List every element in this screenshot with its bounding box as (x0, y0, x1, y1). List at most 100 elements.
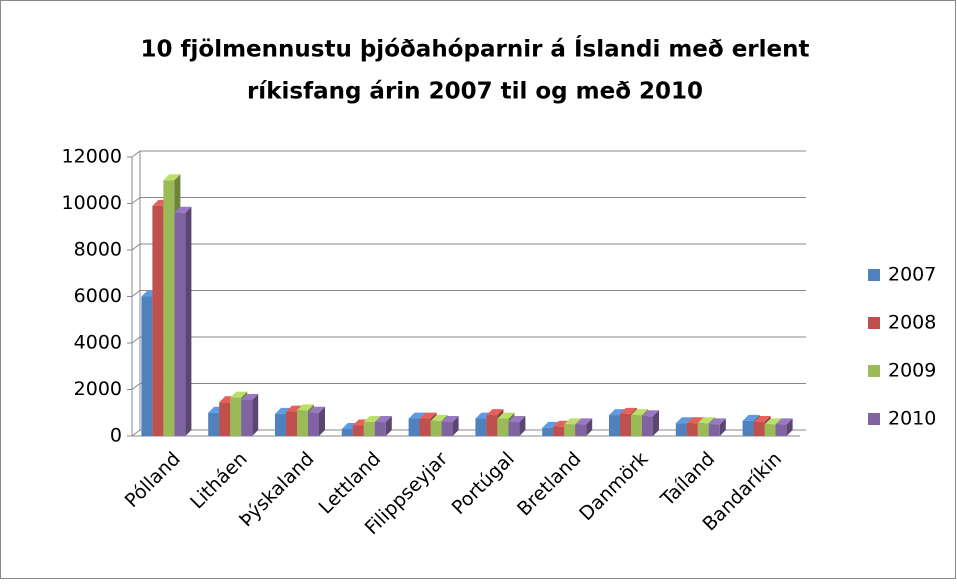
bar-top (174, 206, 192, 213)
legend-label: 2008 (888, 312, 936, 334)
bar-front (174, 212, 186, 436)
bar-top (508, 416, 526, 423)
bar-front (620, 413, 631, 436)
grid-line (131, 336, 141, 344)
bar-top (374, 416, 392, 423)
bar-top (609, 409, 626, 416)
grid-line (131, 197, 141, 204)
bar-front (352, 425, 364, 436)
bar-top (486, 409, 504, 416)
bar-front (475, 418, 487, 436)
bar-top (441, 416, 459, 423)
grid-line (131, 150, 141, 158)
bar-top (230, 391, 248, 398)
bar-front (419, 418, 431, 436)
bar-top (542, 421, 560, 428)
bar-front (675, 423, 687, 436)
bar-top (497, 412, 515, 419)
bar-top (408, 412, 426, 419)
bar-front (163, 180, 175, 436)
bar-top (775, 418, 793, 425)
bar-front (297, 410, 308, 436)
bar (708, 418, 726, 436)
bar-side (319, 406, 325, 436)
legend-label: 2010 (888, 408, 936, 430)
bar-front (775, 424, 787, 436)
y-tick-label: 2000 (74, 378, 122, 400)
legend-label: 2009 (888, 360, 936, 382)
bar-front (753, 422, 765, 436)
legend-label: 2007 (888, 264, 936, 286)
bar-top (297, 404, 314, 411)
bar-front (219, 402, 231, 436)
bar-side (786, 418, 793, 436)
bar-front (241, 399, 253, 436)
bar-front (441, 422, 453, 436)
bar (642, 410, 659, 436)
bar-top (275, 407, 292, 414)
bar-side (519, 416, 526, 436)
bar-front (308, 412, 319, 436)
bar-side (586, 418, 593, 436)
bar (775, 418, 793, 436)
bar-side (719, 418, 726, 436)
bar-top (575, 418, 593, 425)
bar-front (708, 424, 720, 436)
chart-title: 10 fjölmennustu þjóðahóparnir á Íslandi … (141, 35, 810, 63)
bar-top (675, 417, 693, 424)
bar-front (742, 420, 754, 436)
bar-front (486, 415, 498, 436)
bar (241, 393, 259, 436)
bar-front (542, 427, 554, 436)
bar (374, 416, 392, 436)
bar-front (508, 422, 520, 436)
bar-side (385, 416, 392, 436)
bar-top (363, 416, 381, 423)
bar (441, 416, 459, 436)
bar-top (753, 416, 771, 423)
y-tick-label: 6000 (74, 285, 122, 307)
legend-swatch (868, 365, 880, 377)
bar-side (252, 393, 259, 436)
bar (508, 416, 526, 436)
legend-swatch (868, 317, 880, 329)
bar-front (564, 424, 576, 436)
bar-front (374, 422, 386, 436)
bar-top (430, 414, 448, 421)
bar-top (742, 414, 760, 421)
bar-side (452, 416, 459, 436)
bar-top (631, 409, 648, 416)
bar-front (497, 418, 509, 436)
bar-top (642, 410, 659, 417)
bar-top (553, 420, 571, 427)
bar-front (553, 426, 565, 436)
bar-front (286, 411, 297, 436)
bar (174, 206, 192, 436)
bar-top (620, 407, 637, 414)
bar-front (363, 422, 375, 436)
bar-top (697, 417, 715, 424)
bar-front (697, 423, 709, 436)
bar-top (686, 417, 704, 424)
bar-front (230, 397, 242, 436)
grid-line (131, 290, 141, 297)
bar-top (419, 412, 437, 419)
bar-front (764, 424, 776, 436)
bar-side (185, 206, 192, 436)
y-tick-label: 8000 (74, 239, 122, 261)
bar-front (275, 413, 286, 436)
bar-top (564, 418, 582, 425)
grid-line (131, 243, 141, 251)
y-tick-label: 12000 (62, 146, 122, 168)
bar (575, 418, 593, 436)
bar-front (341, 429, 353, 436)
bar-front (408, 418, 420, 436)
y-tick-label: 4000 (74, 332, 122, 354)
bar-top (163, 174, 181, 181)
bar-top (708, 418, 726, 425)
bar-front (430, 420, 442, 436)
chart-title: ríkisfang árin 2007 til og með 2010 (247, 79, 703, 105)
bar-front (141, 296, 153, 436)
bar-front (609, 415, 620, 436)
